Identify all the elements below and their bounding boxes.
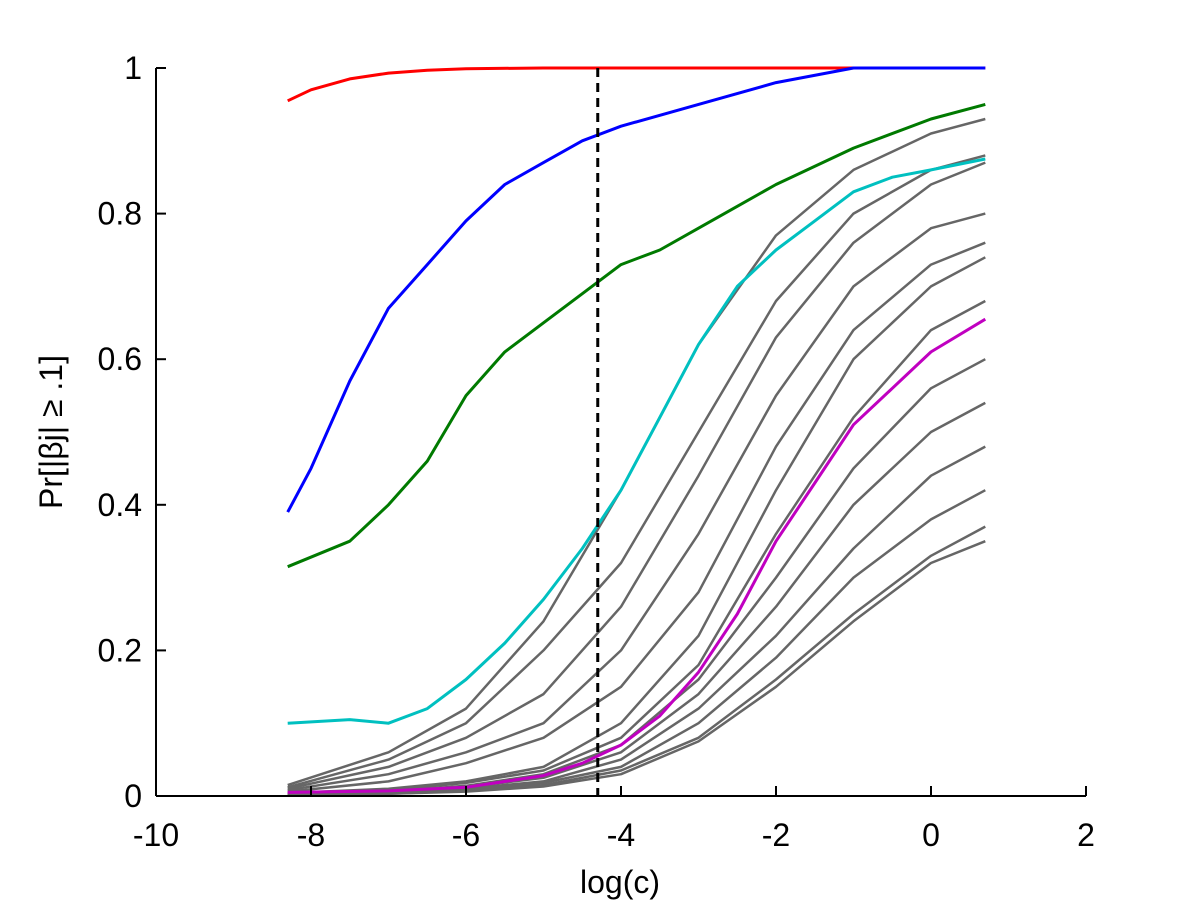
y-tick-label: 0 [124, 778, 142, 814]
series-line-7 [287, 358, 986, 796]
x-tick-label: -2 [762, 817, 790, 853]
y-tick-label: 0.8 [98, 196, 142, 232]
x-axis-label: log(c) [580, 864, 660, 900]
x-tick-label: -10 [133, 817, 179, 853]
x-tick-label: 2 [1077, 817, 1095, 853]
series-line-11 [287, 525, 986, 797]
series-line-6 [287, 299, 986, 796]
x-tick-label: -6 [452, 817, 480, 853]
y-axis-label: Pr[|βj| ≥ .1] [33, 355, 69, 509]
x-tick-label: -4 [607, 817, 635, 853]
series-line-17 [287, 317, 987, 794]
series-line-16 [287, 157, 986, 725]
series-line-12 [287, 540, 986, 797]
series-line-2 [287, 161, 986, 790]
y-tick-label: 0.6 [98, 341, 142, 377]
series-layer [286, 66, 987, 797]
y-tick-label: 0.2 [98, 632, 142, 668]
y-tick-label: 1 [124, 50, 142, 86]
series-line-14 [286, 66, 986, 513]
x-tick-label: 0 [922, 817, 940, 853]
series-line-5 [287, 256, 986, 795]
x-tick-label: -8 [297, 817, 325, 853]
series-line-0 [287, 117, 986, 787]
series-line-1 [287, 154, 986, 789]
series-line-13 [287, 66, 986, 103]
y-tick-label: 0.4 [98, 487, 142, 523]
series-line-3 [287, 212, 986, 792]
series-line-15 [287, 102, 986, 569]
tick-labels: -10 -8 -6 -4 -2 0 2 0 0.2 0.4 0.6 0.8 1 [98, 50, 1095, 853]
series-line-4 [287, 241, 986, 793]
axes [155, 67, 1087, 797]
